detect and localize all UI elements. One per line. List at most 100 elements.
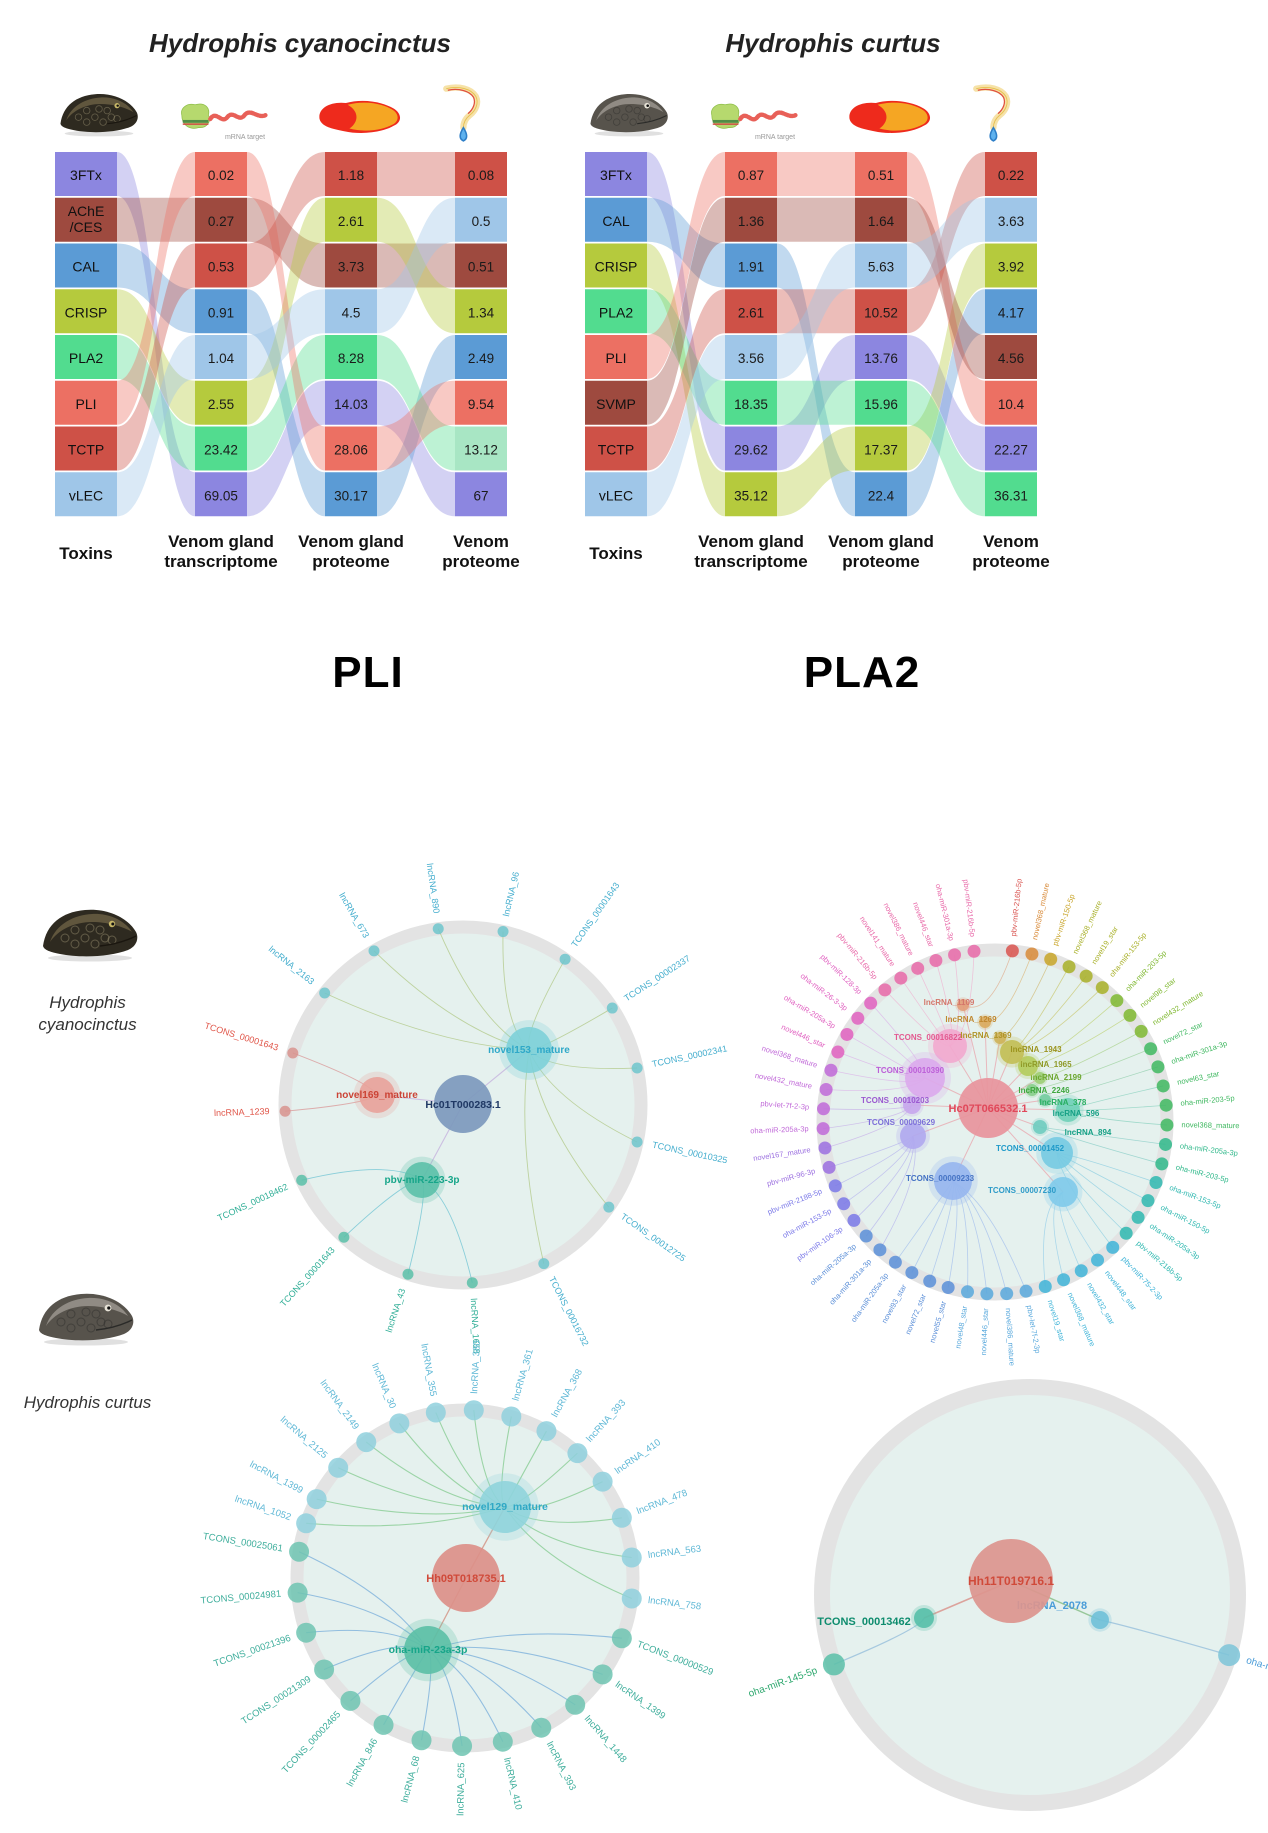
network-node <box>1079 969 1093 983</box>
sankey-cell <box>55 380 117 425</box>
network-edge <box>524 1049 545 1264</box>
sankey-ribbon <box>247 152 325 471</box>
network-node-label: TCONS_00002337 <box>622 953 692 1003</box>
snake-head-icon-cyanocinctus-top <box>59 93 139 138</box>
sankey-ribbon <box>647 197 725 288</box>
network-node <box>967 944 981 958</box>
toxin-label: CRISP <box>65 304 108 320</box>
toxin-label: vLEC <box>599 487 633 503</box>
sankey-value: 1.04 <box>208 351 235 366</box>
sankey-ribbon <box>377 380 455 517</box>
network-node <box>1106 1240 1120 1254</box>
sankey-ribbon <box>377 152 455 196</box>
network-node-label: pbv-let-7f-2-3p <box>1025 1305 1043 1355</box>
network-node <box>911 961 925 975</box>
network-hub-label: lncRNA_2246 <box>1018 1086 1070 1095</box>
network-node <box>296 1174 308 1186</box>
network-node <box>559 953 571 965</box>
sankey-cell <box>725 380 777 425</box>
sankey-ribbon <box>117 152 195 425</box>
network-node <box>1095 981 1109 995</box>
sankey-ribbon <box>647 152 725 471</box>
axis-label-venom-proteome-right: Venom proteome <box>972 532 1050 571</box>
axis-label-vg-proteome-right: Venom gland proteome <box>828 532 934 571</box>
network-node-label: lncRNA_563 <box>647 1544 701 1561</box>
network-node <box>1218 1644 1241 1667</box>
network-node-label: lncRNA_410 <box>613 1437 663 1477</box>
sankey-value: 0.5 <box>472 214 491 229</box>
network-node <box>621 1588 642 1609</box>
network-node <box>1025 947 1039 961</box>
sankey-value: 0.02 <box>208 168 234 183</box>
sankey-cell <box>195 335 247 379</box>
network-node <box>1091 1253 1105 1267</box>
network-node <box>411 1730 432 1751</box>
network-node-label: TCONS_00010325 <box>651 1140 728 1166</box>
network-node <box>373 1714 394 1735</box>
sankey-cell <box>725 243 777 288</box>
network-node-label: lncRNA_355 <box>418 1343 438 1397</box>
sankey-ribbon <box>647 289 725 425</box>
network-hub <box>404 1626 452 1674</box>
network-center-node <box>958 1078 1018 1138</box>
network-node-label: oha-miR-301a-3p <box>1170 1039 1228 1066</box>
network-node-label: novel446_star <box>979 1308 990 1356</box>
axis-label-vg-proteome-left: Venom gland proteome <box>298 532 404 571</box>
sankey-value: 3.73 <box>338 260 364 275</box>
sankey-cell <box>195 426 247 471</box>
sankey-value: 1.91 <box>738 260 764 275</box>
sankey-cell <box>325 472 377 517</box>
sankey-cell <box>325 197 377 242</box>
network-hub <box>479 1481 531 1533</box>
sankey-cell <box>325 335 377 379</box>
network-node-label: lncRNA_758 <box>647 1595 701 1612</box>
network-node <box>328 1457 349 1478</box>
network-node-label: TCONS_00000529 <box>635 1639 714 1678</box>
sankey-ribbon <box>377 380 455 471</box>
toxin-label: vLEC <box>69 487 103 503</box>
sankey-ribbon <box>117 152 195 517</box>
snake-head-icon-row-cyanocinctus <box>42 909 139 963</box>
network-node-label: lncRNA_1239 <box>214 1106 270 1118</box>
network-node <box>356 1432 377 1453</box>
network-node-label: TCONS_00001643 <box>278 1245 337 1309</box>
sankey-value: 10.52 <box>864 305 898 320</box>
sankey-value: 4.5 <box>342 305 361 320</box>
sankey-value: 0.53 <box>208 260 234 275</box>
sankey-value: 22.4 <box>868 488 895 503</box>
sankey-value: 0.87 <box>738 168 764 183</box>
network-node <box>878 983 892 997</box>
axis-label-toxins-right: Toxins <box>589 544 643 563</box>
sankey-cell <box>585 289 647 334</box>
sankey-ribbon <box>247 197 325 425</box>
sankey-value: 4.17 <box>998 305 1024 320</box>
network-node <box>452 1735 473 1756</box>
network-hub <box>933 1029 967 1063</box>
network-node <box>1044 952 1058 966</box>
sankey-value: 0.51 <box>468 260 494 275</box>
toxin-label: 3FTx <box>70 167 102 183</box>
network-node <box>287 1582 308 1603</box>
network-node-label: TCONS_00025061 <box>202 1531 284 1555</box>
sankey-cell <box>725 335 777 379</box>
sankey-value: 0.08 <box>468 168 494 183</box>
network-node <box>1155 1157 1169 1171</box>
network-hub <box>359 1077 395 1113</box>
snake-head-icon-curtus-top <box>589 93 669 138</box>
network-node-label: pbv-let-7f-2-3p <box>760 1099 809 1112</box>
network-node-label: novel93_star <box>880 1282 909 1324</box>
network-node <box>1038 1279 1052 1293</box>
network-node-label: lncRNA_393 <box>544 1740 578 1793</box>
sankey-value: 2.61 <box>738 305 764 320</box>
sankey-ribbon <box>647 335 725 517</box>
network-node-label: oha-miR-203-5p <box>1175 1163 1230 1185</box>
network-node <box>864 996 878 1010</box>
network-node <box>1131 1210 1145 1224</box>
network-node-label: lncRNA_890 <box>425 863 442 914</box>
network-node <box>466 1277 478 1289</box>
network-node <box>531 1717 552 1738</box>
network-node-label: novel432_mature <box>754 1071 813 1091</box>
sankey-cell <box>55 426 117 471</box>
sankey-ribbon <box>117 243 195 334</box>
sankey-value: 36.31 <box>994 488 1028 503</box>
